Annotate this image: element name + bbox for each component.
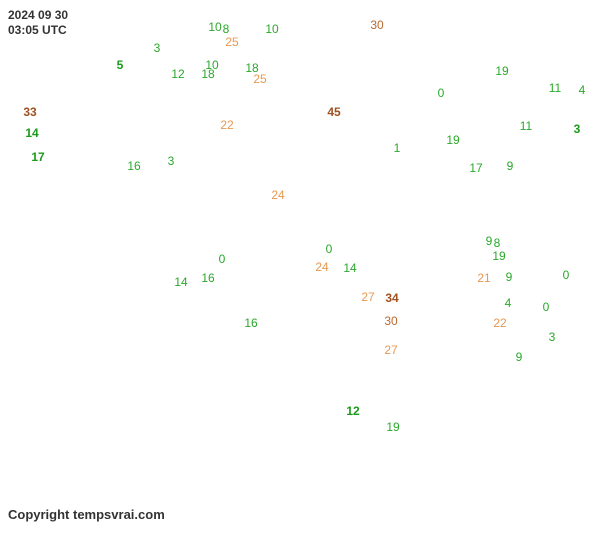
data-point: 16 [201, 271, 214, 285]
data-point: 8 [494, 236, 501, 250]
data-point: 19 [446, 133, 459, 147]
data-point: 12 [346, 404, 359, 418]
data-point: 11 [520, 119, 532, 133]
data-point: 12 [171, 67, 184, 81]
data-point: 5 [117, 58, 124, 72]
data-point: 27 [361, 290, 374, 304]
data-point: 9 [486, 234, 493, 248]
data-point: 30 [370, 18, 383, 32]
data-point: 9 [506, 270, 513, 284]
data-point: 0 [438, 86, 445, 100]
data-point: 11 [549, 81, 561, 95]
data-point: 18 [201, 67, 214, 81]
data-point: 27 [384, 343, 397, 357]
copyright-label: Copyright tempsvrai.com [8, 507, 165, 522]
data-point: 4 [579, 83, 586, 97]
data-point: 17 [31, 150, 44, 164]
data-point: 0 [219, 252, 226, 266]
data-point: 10 [208, 20, 221, 34]
data-point: 25 [253, 72, 266, 86]
timestamp-time: 03:05 UTC [8, 23, 67, 37]
data-point: 21 [477, 271, 490, 285]
data-point: 16 [127, 159, 140, 173]
data-point: 14 [343, 261, 356, 275]
data-point: 19 [495, 64, 508, 78]
data-point: 30 [384, 314, 397, 328]
data-point: 0 [543, 300, 550, 314]
data-point: 10 [265, 22, 278, 36]
data-point: 9 [516, 350, 523, 364]
data-point: 4 [505, 296, 512, 310]
data-point: 14 [174, 275, 187, 289]
data-point: 24 [315, 260, 328, 274]
data-point: 34 [385, 291, 398, 305]
data-point: 1 [394, 141, 401, 155]
timestamp-date: 2024 09 30 [8, 8, 68, 22]
data-point: 0 [563, 268, 570, 282]
data-point: 22 [493, 316, 506, 330]
data-point: 3 [154, 41, 161, 55]
data-point: 19 [386, 420, 399, 434]
data-point: 9 [507, 159, 514, 173]
data-point: 17 [469, 161, 482, 175]
data-point: 0 [326, 242, 333, 256]
data-point: 19 [492, 249, 505, 263]
data-point: 3 [168, 154, 175, 168]
data-point: 8 [223, 22, 230, 36]
data-point: 25 [225, 35, 238, 49]
data-point: 3 [574, 122, 581, 136]
data-point: 22 [220, 118, 233, 132]
data-point: 16 [244, 316, 257, 330]
data-point: 33 [23, 105, 36, 119]
data-point: 45 [327, 105, 340, 119]
data-point: 3 [549, 330, 556, 344]
data-point: 14 [25, 126, 38, 140]
data-point: 24 [271, 188, 284, 202]
